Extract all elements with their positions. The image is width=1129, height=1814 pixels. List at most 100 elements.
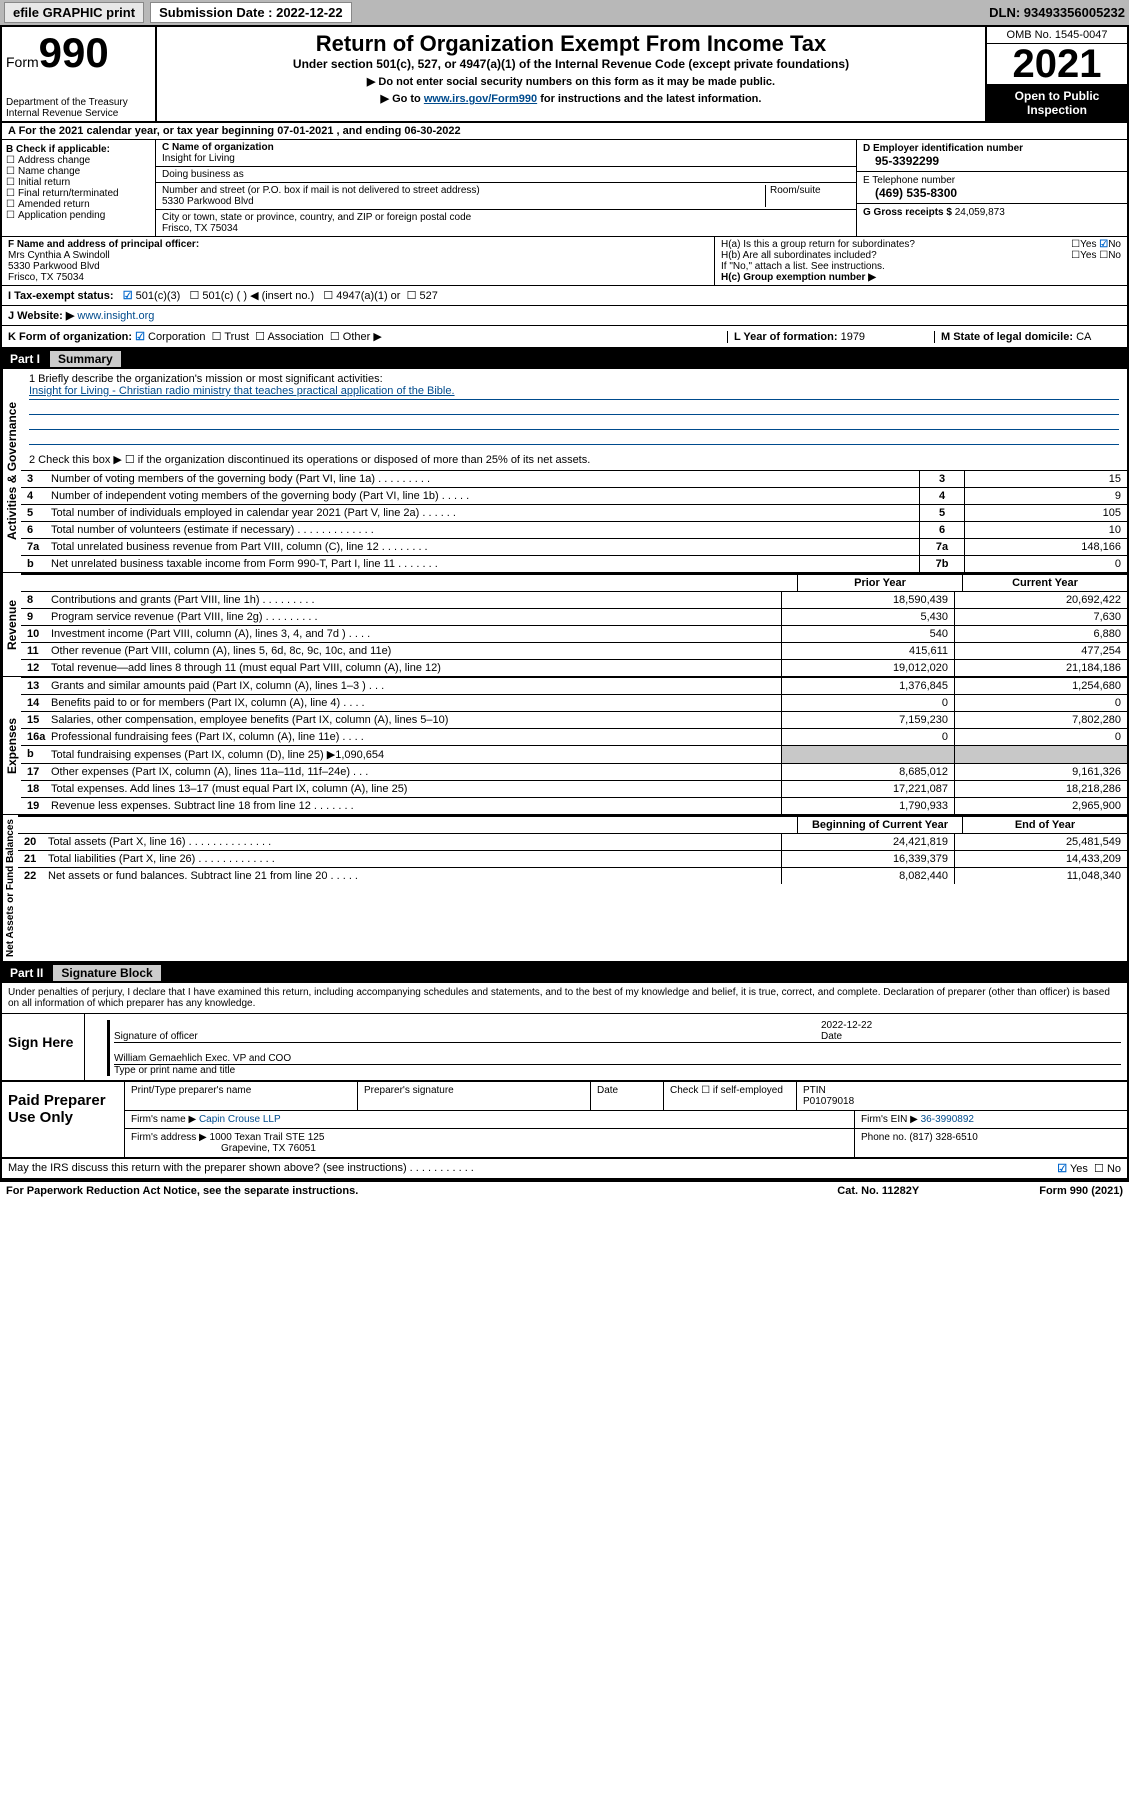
firm-name[interactable]: Capin Crouse LLP (199, 1114, 281, 1125)
c-address-block: Number and street (or P.O. box if mail i… (156, 183, 856, 210)
part1-title: Summary (50, 351, 121, 367)
goto-post: for instructions and the latest informat… (537, 93, 761, 105)
penalties-text: Under penalties of perjury, I declare th… (2, 983, 1127, 1014)
irs-link[interactable]: www.irs.gov/Form990 (424, 93, 537, 105)
sign-here-label: Sign Here (2, 1014, 85, 1080)
data-row: 14Benefits paid to or for members (Part … (21, 694, 1127, 711)
officer-name: Mrs Cynthia A Swindoll (8, 250, 110, 261)
boy-hdr: Beginning of Current Year (797, 817, 962, 833)
b-final: Final return/terminated (18, 188, 119, 199)
line-a-tax-year: A For the 2021 calendar year, or tax yea… (2, 123, 1127, 140)
gov-row: 4Number of independent voting members of… (21, 487, 1127, 504)
entity-block: B Check if applicable: ☐Address change ☐… (2, 140, 1127, 237)
j-label: J Website: ▶ (8, 310, 74, 322)
discuss-label: May the IRS discuss this return with the… (8, 1162, 474, 1175)
section-f-h: F Name and address of principal officer:… (2, 237, 1127, 286)
gov-row: 5Total number of individuals employed in… (21, 504, 1127, 521)
k-trust: Trust (224, 331, 249, 343)
ptin-value: P01079018 (803, 1096, 854, 1107)
room-suite-label: Room/suite (765, 185, 850, 207)
vert-ag: Activities & Governance (2, 369, 21, 572)
mission-text: Insight for Living - Christian radio min… (29, 385, 1119, 400)
data-row: 9Program service revenue (Part VIII, lin… (21, 608, 1127, 625)
firm-ein[interactable]: 36-3990892 (921, 1114, 974, 1125)
revenue-section: Revenue Prior Year Current Year 8Contrib… (2, 573, 1127, 677)
form-header: Form990 Department of the Treasury Inter… (2, 27, 1127, 123)
firm-name-label: Firm's name ▶ (131, 1114, 196, 1125)
c-city-block: City or town, state or province, country… (156, 210, 856, 236)
c-name-label: C Name of organization (162, 142, 850, 153)
section-i: I Tax-exempt status: ☑ 501(c)(3) ☐ 501(c… (2, 286, 1127, 306)
data-row: 12Total revenue—add lines 8 through 11 (… (21, 659, 1127, 676)
open-public: Open to Public Inspection (987, 85, 1127, 121)
discuss-no: No (1107, 1163, 1121, 1175)
activities-governance: Activities & Governance 1 Briefly descri… (2, 369, 1127, 573)
phone-value: (469) 535-8300 (863, 186, 1121, 200)
street-address: 5330 Parkwood Blvd (162, 196, 765, 207)
part1-header: Part I Summary (2, 349, 1127, 369)
l-value: 1979 (841, 331, 865, 343)
form-number: 990 (39, 29, 109, 76)
ha-no-check: ☑ (1099, 239, 1108, 250)
goto-line: ▶ Go to www.irs.gov/Form990 for instruct… (165, 92, 977, 105)
section-d: D Employer identification number 95-3392… (857, 140, 1127, 172)
paid-prep-label: Paid Preparer Use Only (2, 1082, 125, 1157)
website-link[interactable]: www.insight.org (77, 310, 154, 322)
sign-here-block: Sign Here 2022-12-22 Signature of office… (2, 1014, 1127, 1082)
officer-name-title: William Gemaehlich Exec. VP and COO (114, 1053, 1121, 1064)
city-label: City or town, state or province, country… (162, 212, 850, 223)
ha-label: H(a) Is this a group return for subordin… (721, 239, 915, 250)
chk-amended[interactable]: ☐ (6, 199, 15, 210)
i-c3: 501(c)(3) (136, 290, 181, 302)
chk-501c3: ☑ (123, 290, 133, 302)
section-klm: K Form of organization: ☑ Corporation ☐ … (2, 326, 1127, 349)
sig-date-label: Date (821, 1031, 1121, 1042)
prep-date-label: Date (591, 1082, 664, 1110)
i-c: 501(c) ( ) ◀ (insert no.) (202, 290, 314, 302)
top-bar: efile GRAPHIC print Submission Date : 20… (0, 0, 1129, 25)
irs-label: Internal Revenue Service (6, 108, 151, 119)
self-employed: Check ☐ if self-employed (664, 1082, 797, 1110)
data-row: 13Grants and similar amounts paid (Part … (21, 677, 1127, 694)
i-label: I Tax-exempt status: (8, 290, 114, 302)
data-row: 16aProfessional fundraising fees (Part I… (21, 728, 1127, 745)
chk-pending[interactable]: ☐ (6, 210, 15, 221)
data-row: 15Salaries, other compensation, employee… (21, 711, 1127, 728)
prep-name-label: Print/Type preparer's name (125, 1082, 358, 1110)
data-row: 11Other revenue (Part VIII, column (A), … (21, 642, 1127, 659)
i-527: 527 (419, 290, 437, 302)
gross-label: G Gross receipts $ (863, 207, 952, 218)
chk-address-change[interactable]: ☐ (6, 155, 15, 166)
section-b: B Check if applicable: ☐Address change ☐… (2, 140, 156, 236)
form-subtitle: Under section 501(c), 527, or 4947(a)(1)… (165, 57, 977, 71)
city-state-zip: Frisco, TX 75034 (162, 223, 850, 234)
m-label: M State of legal domicile: (941, 331, 1073, 343)
paid-preparer-block: Paid Preparer Use Only Print/Type prepar… (2, 1082, 1127, 1159)
k-corp: Corporation (148, 331, 205, 343)
part2-header: Part II Signature Block (2, 963, 1127, 983)
l-label: L Year of formation: (734, 331, 838, 343)
cat-no: Cat. No. 11282Y (837, 1185, 919, 1197)
chk-final[interactable]: ☐ (6, 188, 15, 199)
signature-date: 2022-12-22 (821, 1020, 1121, 1031)
b-pend: Application pending (18, 210, 105, 221)
line-2: 2 Check this box ▶ ☐ if the organization… (21, 449, 1127, 470)
b-addr: Address change (18, 155, 90, 166)
part1-tag: Part I (10, 352, 40, 366)
prep-sig-label: Preparer's signature (358, 1082, 591, 1110)
gov-row: 3Number of voting members of the governi… (21, 470, 1127, 487)
expenses-section: Expenses 13Grants and similar amounts pa… (2, 677, 1127, 815)
discuss-yes: Yes (1070, 1163, 1088, 1175)
data-row: 8Contributions and grants (Part VIII, li… (21, 591, 1127, 608)
ein-value: 95-3392299 (863, 154, 1121, 168)
chk-name-change[interactable]: ☐ (6, 166, 15, 177)
chk-initial[interactable]: ☐ (6, 177, 15, 188)
rev-header: Prior Year Current Year (21, 573, 1127, 591)
section-j: J Website: ▶ www.insight.org (2, 306, 1127, 326)
c-dba-block: Doing business as (156, 167, 856, 183)
efile-print-button[interactable]: efile GRAPHIC print (4, 2, 144, 23)
data-row: 20Total assets (Part X, line 16) . . . .… (18, 833, 1127, 850)
part2-title: Signature Block (53, 965, 160, 981)
hb-note: If "No," attach a list. See instructions… (721, 261, 1121, 272)
paperwork-notice: For Paperwork Reduction Act Notice, see … (6, 1185, 358, 1197)
